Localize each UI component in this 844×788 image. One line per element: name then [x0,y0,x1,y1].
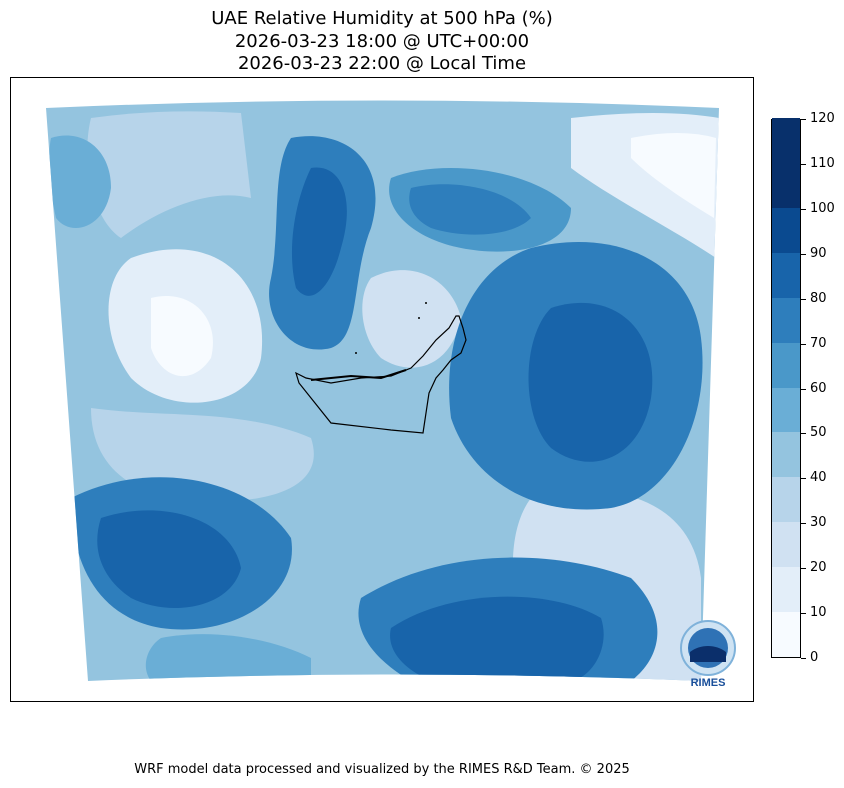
colorbar-segment [772,432,800,478]
colorbar-tick [801,568,806,570]
colorbar-tick-label: 40 [810,470,827,486]
credit-footer: WRF model data processed and visualized … [134,762,630,777]
colorbar-tick-label: 0 [810,650,819,665]
utc-time: 2026-03-23 18:00 @ UTC+00:00 [234,31,530,52]
colorbar-tick [801,658,806,659]
colorbar-tick-label: 110 [810,155,835,171]
colorbar-segment [772,342,800,388]
colorbar-tick-label: 10 [810,605,827,621]
logo-text: RIMES [691,677,726,689]
colorbar-tick-label: 60 [810,380,827,396]
colorbar-segment [772,522,800,568]
colorbar-tick [801,478,806,480]
colorbar-tick [801,163,806,165]
map-title: UAE Relative Humidity at 500 hPa (%) [211,8,553,29]
colorbar-tick [801,343,806,345]
colorbar-segment [772,162,800,208]
colorbar-tick [801,253,806,255]
humidity-map[interactable] [10,77,754,702]
rimes-logo: RIMES [676,618,740,690]
colorbar [771,118,801,658]
colorbar-segment [772,118,800,163]
colorbar-tick [801,388,806,390]
colorbar-tick-label: 90 [810,245,827,261]
colorbar-tick [801,613,806,615]
colorbar-segment [772,297,800,343]
colorbar-tick-label: 120 [810,111,835,126]
colorbar-tick-label: 70 [810,335,827,351]
colorbar-tick-label: 80 [810,290,827,306]
colorbar-tick [801,433,806,435]
colorbar-tick-label: 30 [810,515,827,531]
colorbar-segment [772,252,800,298]
colorbar-segment [772,387,800,433]
colorbar-tick-label: 20 [810,560,827,576]
colorbar-segment [772,207,800,253]
colorbar-tick-label: 100 [810,200,835,216]
local-time: 2026-03-23 22:00 @ Local Time [237,53,527,74]
colorbar-segment [772,612,800,657]
colorbar-segment [772,477,800,523]
colorbar-tick-label: 50 [810,425,827,441]
colorbar-tick [801,523,806,525]
colorbar-tick [801,119,806,120]
colorbar-segment [772,567,800,613]
colorbar-tick [801,208,806,210]
colorbar-tick [801,298,806,300]
